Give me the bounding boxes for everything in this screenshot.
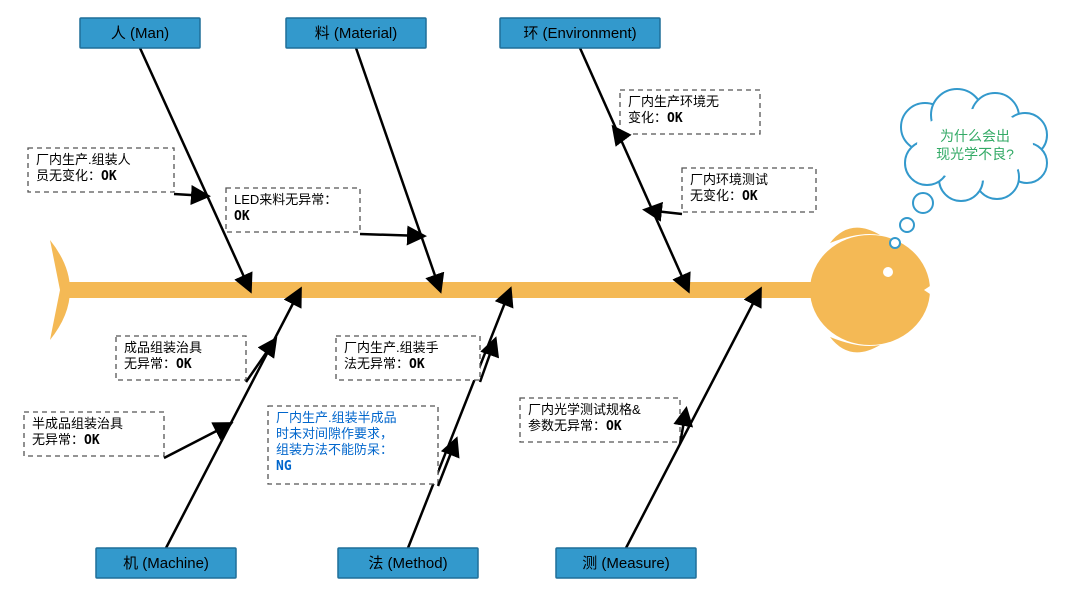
cause-arrow-4 — [246, 340, 275, 382]
category-label-env: 环 (Environment) — [523, 25, 636, 42]
bone-env — [580, 48, 688, 290]
cause-text-7-3: NG — [276, 459, 292, 474]
cause-text-6-0: 厂内生产.组装手 — [344, 340, 439, 355]
category-label-material: 料 (Material) — [315, 25, 398, 42]
cause-text-2-1: 变化：OK — [628, 110, 683, 126]
cause-text-8-1: 参数无异常：OK — [528, 418, 622, 434]
cause-text-2-0: 厂内生产环境无 — [628, 94, 719, 109]
cause-arrow-0 — [174, 194, 207, 196]
cause-text-8-0: 厂内光学测试规格& — [528, 402, 641, 417]
thought-bubble: 为什么会出现光学不良? — [890, 89, 1047, 248]
bone-material — [356, 48, 440, 290]
cause-text-1-0: LED来料无异常： — [234, 192, 337, 207]
cause-arrow-3 — [646, 210, 682, 214]
fish-eye — [883, 267, 893, 277]
cause-arrow-5 — [164, 424, 230, 458]
cause-text-7-2: 组装方法不能防呆： — [276, 442, 393, 457]
cause-text-4-0: 成品组装治具 — [124, 340, 202, 355]
thought-text-0: 为什么会出 — [940, 128, 1010, 144]
fishbone-diagram: 人 (Man) 料 (Material) 环 (Environment) 机 (Mac… — [0, 0, 1080, 601]
category-label-measure: 测 (Measure) — [582, 555, 670, 572]
cause-text-5-1: 无异常：OK — [32, 432, 100, 448]
category-label-man: 人 (Man) — [111, 25, 169, 42]
cause-arrow-1 — [360, 234, 423, 236]
cause-text-7-0: 厂内生产.组装半成品 — [276, 410, 397, 425]
cause-text-7-1: 时未对间隙作要求， — [276, 426, 393, 441]
cause-text-0-0: 厂内生产.组装人 — [36, 152, 131, 167]
category-label-method: 法 (Method) — [368, 555, 447, 572]
cause-text-4-1: 无异常：OK — [124, 356, 192, 372]
fish-spine — [60, 282, 840, 298]
fish-head — [810, 235, 930, 345]
thought-text-1: 现光学不良? — [936, 146, 1014, 162]
category-label-machine: 机 (Machine) — [123, 555, 209, 572]
cause-text-3-1: 无变化：OK — [690, 188, 758, 204]
cause-text-1-1: OK — [234, 209, 250, 224]
cause-text-6-1: 法无异常：OK — [344, 356, 425, 372]
cause-text-5-0: 半成品组装治具 — [32, 416, 123, 431]
cause-text-0-1: 员无变化：OK — [36, 168, 117, 184]
cause-text-3-0: 厂内环境测试 — [690, 172, 768, 187]
